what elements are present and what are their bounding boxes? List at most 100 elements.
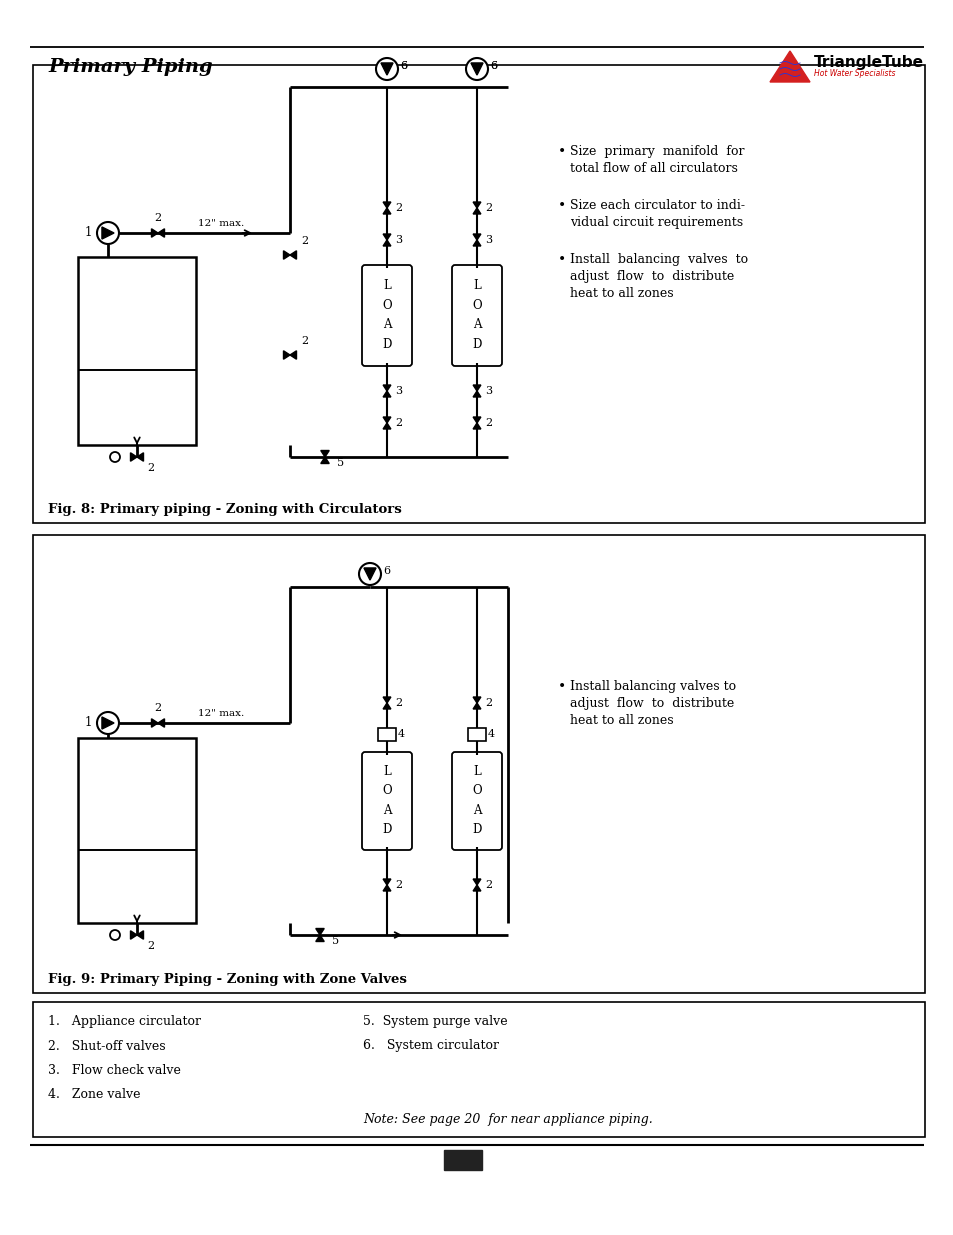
Circle shape: [375, 58, 397, 80]
Text: 2: 2: [301, 236, 308, 246]
Text: 1.   Appliance circulator: 1. Appliance circulator: [48, 1015, 201, 1029]
Polygon shape: [473, 885, 480, 890]
Polygon shape: [471, 63, 482, 75]
Polygon shape: [152, 228, 158, 237]
Text: 1: 1: [85, 226, 92, 238]
Text: •: •: [558, 253, 566, 267]
Polygon shape: [137, 931, 143, 940]
Text: 2: 2: [484, 203, 492, 212]
Polygon shape: [320, 457, 329, 463]
Text: Fig. 9: Primary Piping - Zoning with Zone Valves: Fig. 9: Primary Piping - Zoning with Zon…: [48, 972, 406, 986]
Text: Fig. 8: Primary piping - Zoning with Circulators: Fig. 8: Primary piping - Zoning with Cir…: [48, 503, 401, 515]
Text: 6.   System circulator: 6. System circulator: [363, 1040, 498, 1052]
Polygon shape: [315, 929, 324, 935]
Text: D: D: [382, 338, 392, 352]
Polygon shape: [473, 424, 480, 429]
Text: 2: 2: [301, 336, 308, 346]
Text: 3: 3: [484, 387, 492, 396]
Polygon shape: [383, 207, 391, 214]
Text: •: •: [558, 199, 566, 212]
Text: L: L: [383, 279, 391, 291]
Text: heat to all zones: heat to all zones: [569, 714, 673, 727]
Text: 4: 4: [488, 729, 495, 739]
Text: L: L: [473, 279, 480, 291]
Text: Install  balancing  valves  to: Install balancing valves to: [569, 253, 747, 266]
Text: •: •: [558, 144, 566, 159]
Polygon shape: [102, 718, 114, 729]
Text: A: A: [382, 804, 391, 816]
Text: 3: 3: [395, 387, 402, 396]
Text: Install balancing valves to: Install balancing valves to: [569, 680, 736, 693]
Text: 5: 5: [336, 458, 344, 468]
Text: D: D: [382, 823, 392, 836]
Polygon shape: [380, 63, 393, 75]
Circle shape: [97, 222, 119, 245]
Polygon shape: [473, 233, 480, 240]
Text: heat to all zones: heat to all zones: [569, 287, 673, 300]
Text: adjust  flow  to  distribute: adjust flow to distribute: [569, 270, 734, 283]
Polygon shape: [315, 935, 324, 941]
Text: 1: 1: [85, 715, 92, 729]
Polygon shape: [473, 703, 480, 709]
Bar: [33, 535, 924, 993]
Bar: [78, 739, 195, 923]
Text: O: O: [382, 299, 392, 311]
Polygon shape: [473, 697, 480, 703]
Text: A: A: [473, 804, 480, 816]
Polygon shape: [473, 391, 480, 396]
Text: 2.   Shut-off valves: 2. Shut-off valves: [48, 1040, 166, 1052]
Polygon shape: [383, 203, 391, 207]
Text: total flow of all circulators: total flow of all circulators: [569, 162, 737, 175]
Polygon shape: [152, 719, 158, 727]
FancyBboxPatch shape: [452, 266, 501, 366]
Bar: [377, 727, 395, 741]
Text: 6: 6: [490, 61, 497, 70]
Text: 3.   Flow check valve: 3. Flow check valve: [48, 1063, 181, 1077]
Polygon shape: [290, 251, 296, 259]
Text: Primary Piping: Primary Piping: [48, 58, 213, 77]
Polygon shape: [102, 227, 114, 240]
Polygon shape: [383, 879, 391, 885]
Text: 3: 3: [395, 235, 402, 245]
Text: 2: 2: [484, 881, 492, 890]
Text: 2: 2: [154, 703, 161, 713]
Text: 2: 2: [484, 417, 492, 429]
Text: adjust  flow  to  distribute: adjust flow to distribute: [569, 697, 734, 710]
Text: 21: 21: [455, 1153, 471, 1167]
Text: 6: 6: [399, 61, 407, 70]
Polygon shape: [383, 417, 391, 424]
Polygon shape: [158, 719, 164, 727]
Text: 3: 3: [484, 235, 492, 245]
Text: Note: See page 20  for near appliance piping.: Note: See page 20 for near appliance pip…: [363, 1113, 652, 1125]
Text: A: A: [382, 319, 391, 331]
Polygon shape: [137, 453, 143, 461]
Text: 2: 2: [484, 698, 492, 708]
Polygon shape: [131, 931, 137, 940]
Polygon shape: [158, 228, 164, 237]
FancyBboxPatch shape: [452, 752, 501, 850]
Polygon shape: [473, 417, 480, 424]
Text: 12" max.: 12" max.: [198, 220, 244, 228]
Text: 2: 2: [147, 463, 154, 473]
Text: O: O: [472, 299, 481, 311]
Polygon shape: [473, 240, 480, 246]
Text: L: L: [473, 764, 480, 778]
Polygon shape: [383, 391, 391, 396]
Text: TriangleTube: TriangleTube: [813, 54, 923, 69]
Text: 6: 6: [490, 61, 497, 70]
Text: 4.   Zone valve: 4. Zone valve: [48, 1088, 140, 1100]
Text: Size each circulator to indi-: Size each circulator to indi-: [569, 199, 744, 212]
Bar: [33, 1002, 924, 1137]
Polygon shape: [131, 453, 137, 461]
Bar: [468, 727, 485, 741]
Text: 2: 2: [147, 941, 154, 951]
Text: L: L: [383, 764, 391, 778]
Text: vidual circuit requirements: vidual circuit requirements: [569, 216, 742, 228]
Polygon shape: [383, 385, 391, 391]
Text: Size  primary  manifold  for: Size primary manifold for: [569, 144, 743, 158]
Text: 2: 2: [395, 203, 402, 212]
Text: •: •: [558, 680, 566, 694]
Polygon shape: [320, 451, 329, 457]
Polygon shape: [383, 240, 391, 246]
Text: 4: 4: [397, 729, 405, 739]
